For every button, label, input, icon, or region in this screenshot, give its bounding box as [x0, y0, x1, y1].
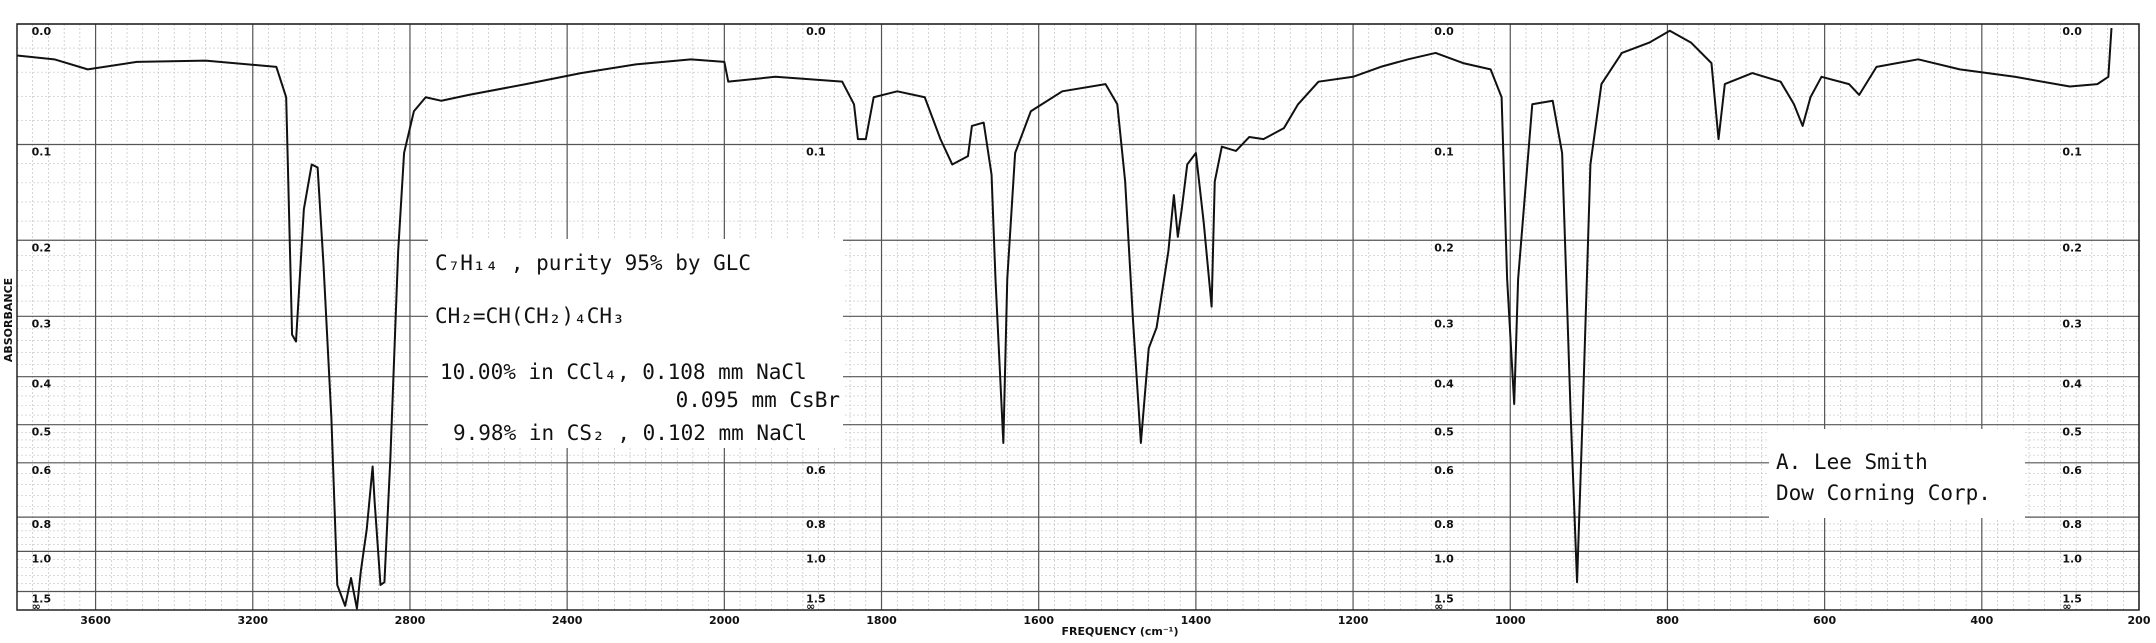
y-tick-label: 0.4 — [2062, 378, 2082, 391]
x-tick-label: 800 — [1656, 614, 1679, 627]
y-tick-label: 1.0 — [806, 552, 826, 565]
y-tick-label: 0.6 — [1434, 464, 1454, 477]
x-tick-label: 200 — [2128, 614, 2151, 627]
x-axis-label: FREQUENCY (cm⁻¹) — [1061, 625, 1178, 638]
x-tick-label: 1400 — [1181, 614, 1212, 627]
sample-line: C₇H₁₄ , purity 95% by GLC — [435, 251, 751, 275]
y-tick-label: 1.0 — [1434, 552, 1454, 565]
sample-line: CH₂=CH(CH₂)₄CH₃ — [435, 304, 625, 328]
x-tick-label: 1600 — [1023, 614, 1054, 627]
y-tick-label: 0.5 — [1434, 426, 1454, 439]
x-tick-label: 2800 — [395, 614, 426, 627]
y-tick-label: 1.5 — [806, 592, 826, 605]
y-limit-label: ∞ — [1434, 600, 1443, 613]
y-tick-label: 0.4 — [32, 378, 52, 391]
y-tick-label: 0.1 — [2062, 146, 2082, 159]
y-tick-label: 0.0 — [1434, 25, 1454, 38]
y-tick-label: 1.5 — [1434, 592, 1454, 605]
y-axis-label: ABSORBANCE — [2, 278, 15, 362]
y-tick-label: 0.1 — [806, 146, 826, 159]
sample-line: 10.00% in CCl₄, 0.108 mm NaCl — [440, 360, 807, 384]
y-tick-label: 0.1 — [1434, 146, 1454, 159]
credit-line: Dow Corning Corp. — [1776, 481, 1991, 505]
sample-line: 0.095 mm CsBr — [676, 388, 840, 412]
x-tick-label: 600 — [1813, 614, 1836, 627]
x-tick-label: 2400 — [552, 614, 583, 627]
x-tick-label: 3600 — [80, 614, 111, 627]
y-tick-label: 0.2 — [1434, 241, 1454, 254]
y-tick-label: 0.8 — [32, 518, 52, 531]
y-tick-label: 0.0 — [806, 25, 826, 38]
y-tick-label: 1.5 — [2062, 592, 2082, 605]
y-tick-label: 0.8 — [1434, 518, 1454, 531]
x-tick-label: 3200 — [237, 614, 268, 627]
y-tick-label: 1.0 — [2062, 552, 2082, 565]
x-tick-label: 2000 — [709, 614, 740, 627]
sample-line: 9.98% in CS₂ , 0.102 mm NaCl — [453, 421, 807, 445]
y-tick-label: 0.0 — [2062, 25, 2082, 38]
y-tick-label: 1.0 — [32, 552, 52, 565]
credit-box — [1769, 429, 2025, 518]
y-tick-label: 0.8 — [806, 518, 826, 531]
sample-box — [428, 239, 843, 448]
x-tick-label: 400 — [1970, 614, 1993, 627]
y-tick-label: 0.2 — [32, 241, 52, 254]
grid — [16, 23, 2140, 610]
x-tick-label: 1800 — [866, 614, 897, 627]
y-tick-label: 0.2 — [2062, 241, 2082, 254]
y-tick-label: 0.3 — [32, 317, 52, 330]
y-limit-label: ∞ — [2062, 600, 2071, 613]
y-tick-label: 1.5 — [32, 592, 52, 605]
y-tick-label: 0.3 — [1434, 317, 1454, 330]
x-tick-label: 1000 — [1495, 614, 1526, 627]
y-limit-label: ∞ — [806, 600, 815, 613]
y-limit-label: ∞ — [32, 600, 41, 613]
x-tick-label: 1200 — [1338, 614, 1369, 627]
plot-frame — [16, 23, 2140, 611]
y-tick-label: 0.4 — [1434, 378, 1454, 391]
y-tick-label: 0.0 — [32, 25, 52, 38]
spectrum-line — [16, 27, 2113, 610]
y-tick-label: 0.8 — [2062, 518, 2082, 531]
y-tick-label: 0.1 — [32, 146, 52, 159]
y-tick-label: 0.6 — [32, 464, 52, 477]
y-tick-label: 0.5 — [2062, 426, 2082, 439]
y-tick-label: 0.5 — [32, 426, 52, 439]
y-tick-label: 0.3 — [2062, 317, 2082, 330]
y-tick-label: 0.6 — [806, 464, 826, 477]
credit-line: A. Lee Smith — [1776, 450, 1928, 474]
y-tick-label: 0.6 — [2062, 464, 2082, 477]
